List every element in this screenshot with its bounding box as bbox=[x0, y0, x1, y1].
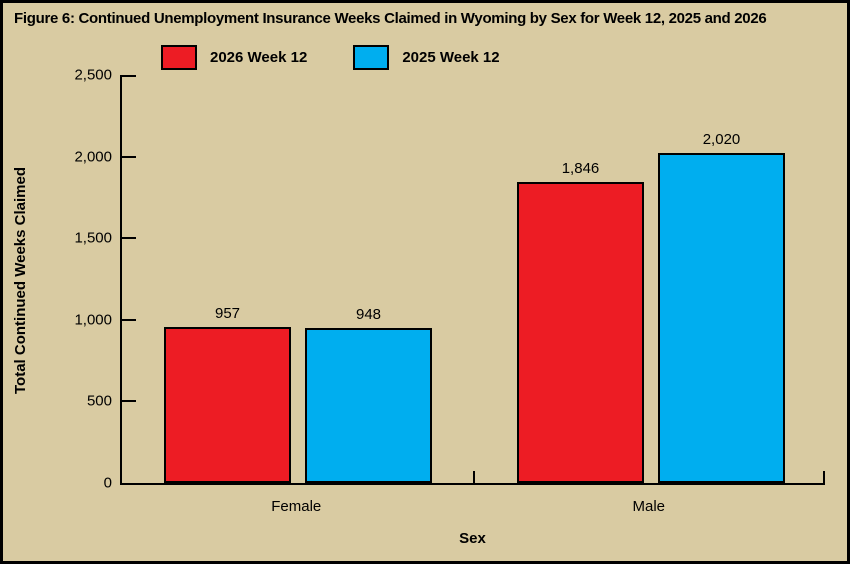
plot-area: 957 948 1,846 2,020 bbox=[120, 75, 825, 485]
x-axis-category-label: Female bbox=[271, 498, 322, 515]
x-axis-tick-mark bbox=[473, 471, 475, 483]
y-axis-title: Total Continued Weeks Claimed bbox=[11, 166, 29, 394]
bar-value-label: 2,020 bbox=[702, 131, 741, 148]
y-axis-tick-mark bbox=[120, 75, 136, 77]
y-axis-tick-label: 2,500 bbox=[74, 66, 112, 84]
y-axis-tick-mark bbox=[120, 319, 136, 321]
legend-swatch bbox=[161, 45, 197, 70]
y-axis-tick-label: 1,000 bbox=[74, 311, 112, 329]
y-axis-tick-mark bbox=[120, 156, 136, 158]
bar-female-2025-week-12 bbox=[305, 328, 432, 483]
legend-item-2025-week-12: 2025 Week 12 bbox=[353, 45, 500, 70]
legend-label: 2026 Week 12 bbox=[210, 49, 308, 66]
legend-label: 2025 Week 12 bbox=[402, 49, 500, 66]
chart-title: Figure 6: Continued Unemployment Insuran… bbox=[14, 10, 767, 27]
bar-male-2026-week-12 bbox=[517, 182, 644, 483]
bar-value-label: 957 bbox=[214, 305, 241, 322]
x-axis-category-label: Male bbox=[632, 498, 665, 515]
bar-female-2026-week-12 bbox=[164, 327, 291, 483]
y-axis-tick-mark bbox=[120, 237, 136, 239]
x-axis-tick-mark bbox=[823, 471, 825, 483]
y-axis-tick-label: 1,500 bbox=[74, 229, 112, 247]
bar-value-label: 1,846 bbox=[561, 160, 600, 177]
y-axis-tick-label: 0 bbox=[103, 474, 112, 492]
y-axis-tick-label: 500 bbox=[86, 392, 112, 410]
legend: 2026 Week 12 2025 Week 12 bbox=[161, 45, 500, 70]
x-axis-title: Sex bbox=[459, 530, 486, 547]
y-axis-title-wrap: Total Continued Weeks Claimed bbox=[5, 75, 35, 485]
y-axis-tick-label: 2,000 bbox=[74, 148, 112, 166]
y-axis-tick-mark bbox=[120, 400, 136, 402]
bar-male-2025-week-12 bbox=[658, 153, 785, 483]
legend-swatch bbox=[353, 45, 390, 70]
legend-item-2026-week-12: 2026 Week 12 bbox=[161, 45, 307, 70]
bar-value-label: 948 bbox=[355, 306, 382, 323]
